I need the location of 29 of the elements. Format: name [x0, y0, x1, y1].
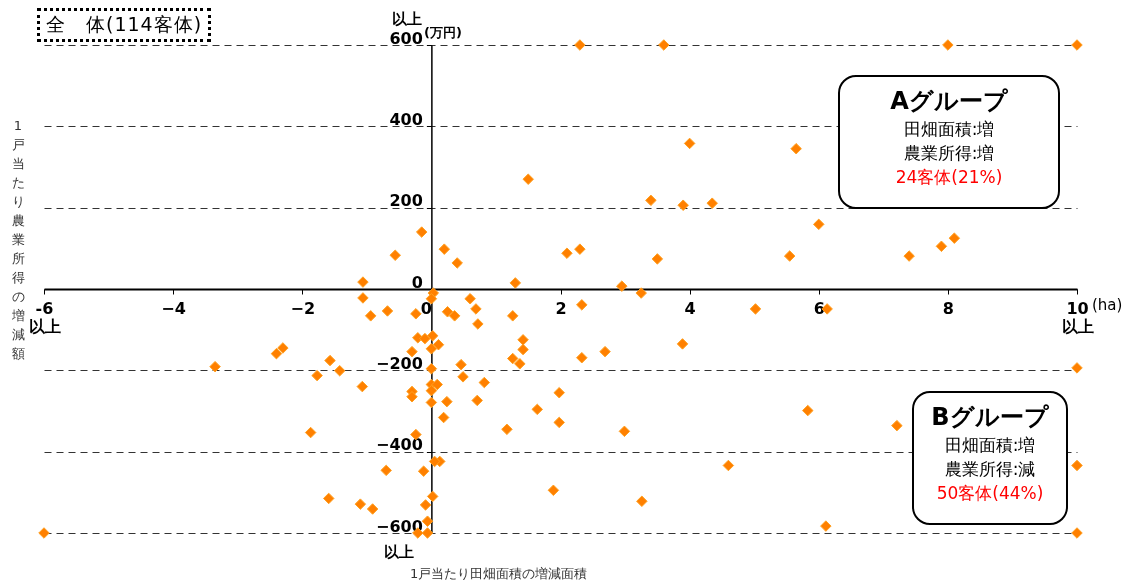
annotation: 田畑面積:増: [902, 118, 996, 141]
text: (万円): [424, 24, 462, 42]
x-tick-label: −2: [290, 298, 316, 318]
annotation: 農業所得:増: [902, 142, 996, 165]
y-tick-label: 600: [389, 28, 423, 48]
y-tick-label: −600: [376, 516, 423, 536]
annotation: 農業所得:減: [943, 458, 1037, 481]
annotation: 24客体(21%): [894, 166, 1004, 189]
chart-title: 全 体(114客体): [37, 8, 212, 42]
annotation: 50客体(44%): [935, 482, 1045, 505]
x-tick-label: −4: [161, 298, 186, 318]
text: 以上: [392, 10, 422, 29]
text: 以上: [384, 543, 414, 562]
annotation: 田畑面積:増: [943, 434, 1037, 457]
x-tick-label: 8: [942, 298, 954, 318]
x-axis-title: 1戸当たり田畑面積の増減面積: [410, 565, 588, 582]
text: 1戸当たり農業所得の増減額: [11, 118, 25, 361]
text: (ha): [1092, 296, 1123, 314]
x-tick-label: 2: [555, 298, 567, 318]
y-tick-label: 0: [411, 272, 423, 292]
x-tick-label: 4: [684, 298, 696, 318]
y-tick-label: 400: [389, 109, 423, 129]
annotation: Aグループ: [889, 86, 1009, 117]
annotation: Bグループ: [930, 402, 1050, 433]
x-tick-label: -6 以上: [28, 298, 61, 336]
x-tick-label: 10 以上: [1061, 298, 1094, 336]
y-tick-label: −200: [376, 353, 423, 373]
y-tick-label: −400: [376, 435, 423, 455]
y-tick-label: 200: [389, 191, 423, 211]
